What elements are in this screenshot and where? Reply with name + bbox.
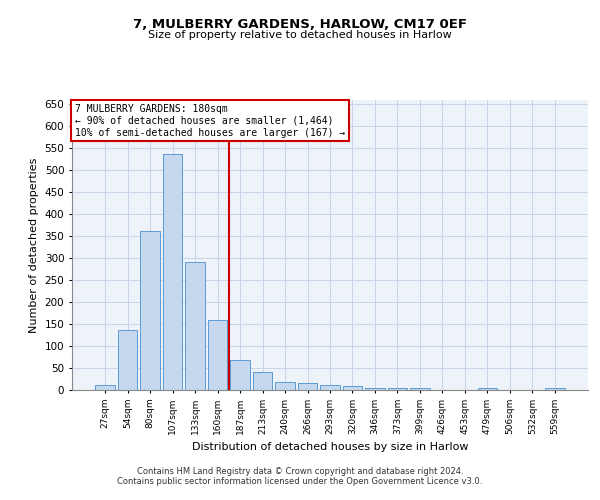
Bar bbox=[95, 385, 115, 390]
Bar bbox=[208, 320, 227, 390]
Bar bbox=[275, 382, 295, 390]
Bar bbox=[185, 262, 205, 390]
Text: 7 MULBERRY GARDENS: 180sqm
← 90% of detached houses are smaller (1,464)
10% of s: 7 MULBERRY GARDENS: 180sqm ← 90% of deta… bbox=[74, 104, 345, 138]
Bar bbox=[478, 388, 497, 390]
Text: Size of property relative to detached houses in Harlow: Size of property relative to detached ho… bbox=[148, 30, 452, 40]
Bar bbox=[545, 388, 565, 390]
Bar bbox=[320, 384, 340, 390]
Bar bbox=[365, 388, 385, 390]
Bar bbox=[163, 154, 182, 390]
Bar bbox=[298, 384, 317, 390]
Y-axis label: Number of detached properties: Number of detached properties bbox=[29, 158, 39, 332]
Text: Contains HM Land Registry data © Crown copyright and database right 2024.: Contains HM Land Registry data © Crown c… bbox=[137, 467, 463, 476]
Bar bbox=[388, 388, 407, 390]
Bar bbox=[410, 388, 430, 390]
X-axis label: Distribution of detached houses by size in Harlow: Distribution of detached houses by size … bbox=[192, 442, 468, 452]
Bar bbox=[118, 330, 137, 390]
Bar bbox=[253, 372, 272, 390]
Text: 7, MULBERRY GARDENS, HARLOW, CM17 0EF: 7, MULBERRY GARDENS, HARLOW, CM17 0EF bbox=[133, 18, 467, 30]
Bar bbox=[230, 360, 250, 390]
Text: Contains public sector information licensed under the Open Government Licence v3: Contains public sector information licen… bbox=[118, 477, 482, 486]
Bar bbox=[140, 230, 160, 390]
Bar bbox=[343, 386, 362, 390]
